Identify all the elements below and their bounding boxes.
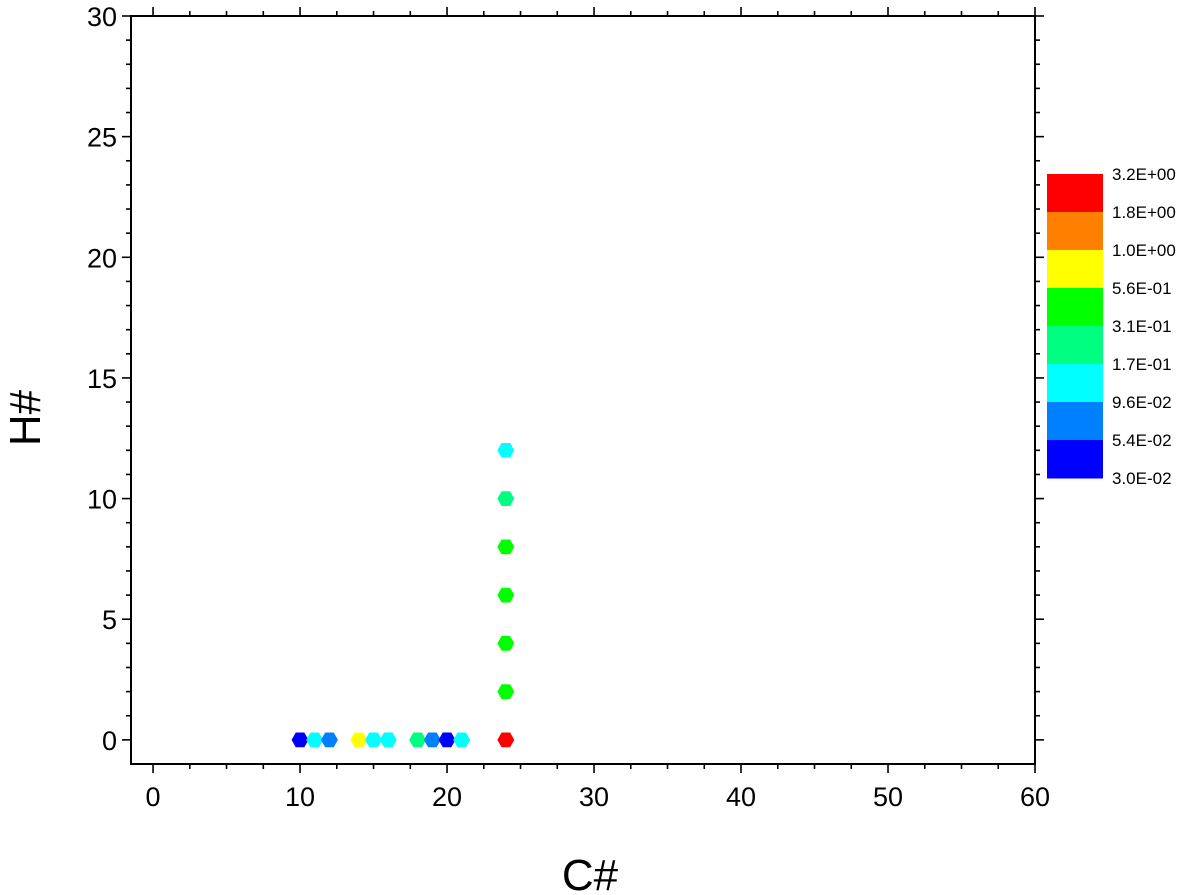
data-point [453,732,471,748]
colorbar-label: 3.0E-02 [1112,469,1172,488]
data-point [497,491,515,506]
x-axis-title: C# [562,851,619,895]
colorbar-swatch [1047,326,1103,365]
colorbar-swatch [1047,364,1103,403]
x-tick-label: 50 [873,782,903,812]
y-tick-label: 20 [87,243,117,273]
data-point [497,587,515,603]
colorbar-swatch [1047,212,1103,251]
data-point [409,732,427,748]
x-tick-label: 60 [1020,782,1050,812]
colorbar-label: 5.4E-02 [1112,431,1172,450]
x-tick-label: 40 [726,782,756,812]
plot-layer: 0 10 20 30 40 50 60 0 5 10 15 20 25 30 [87,2,1050,812]
y-tick-label: 0 [102,726,117,756]
colorbar-label: 1.7E-01 [1112,355,1172,374]
data-point [497,635,515,651]
colorbar-label: 9.6E-02 [1112,393,1172,412]
colorbar-swatch [1047,288,1103,327]
data-point [379,732,397,748]
data-point [320,732,338,748]
data-point [291,732,309,748]
colorbar-swatch [1047,402,1103,441]
data-point [438,732,456,748]
x-tick-label: 0 [146,782,161,812]
data-point [497,442,515,458]
x-tick-label: 10 [285,782,315,812]
colorbar-label: 1.0E+00 [1112,241,1176,260]
data-point [423,732,441,748]
y-tick-label: 30 [87,2,117,32]
x-tick-label: 20 [432,782,462,812]
data-point [497,539,515,555]
colorbar-label: 5.6E-01 [1112,279,1172,298]
colorbar-swatch [1047,440,1103,479]
colorbar-swatch [1047,250,1103,289]
y-axis-title: H# [1,389,50,446]
plot-frame [130,15,1036,765]
x-tick-label: 30 [579,782,609,812]
colorbar-label: 3.2E+00 [1112,165,1176,184]
colorbar-legend: 3.2E+00 1.8E+00 1.0E+00 5.6E-01 3.1E-01 1.7E-… [1047,165,1176,488]
y-tick-label: 15 [87,364,117,394]
y-tick-label: 25 [87,123,117,153]
colorbar-label: 3.1E-01 [1112,317,1172,336]
colorbar-label: 1.8E+00 [1112,203,1176,222]
data-point [365,732,383,748]
colorbar-swatch [1047,174,1103,213]
data-point [350,732,368,748]
data-point [497,684,515,699]
y-tick-label: 10 [87,485,117,515]
data-point [497,732,515,748]
y-tick-label: 5 [102,605,117,635]
data-point [306,732,324,748]
